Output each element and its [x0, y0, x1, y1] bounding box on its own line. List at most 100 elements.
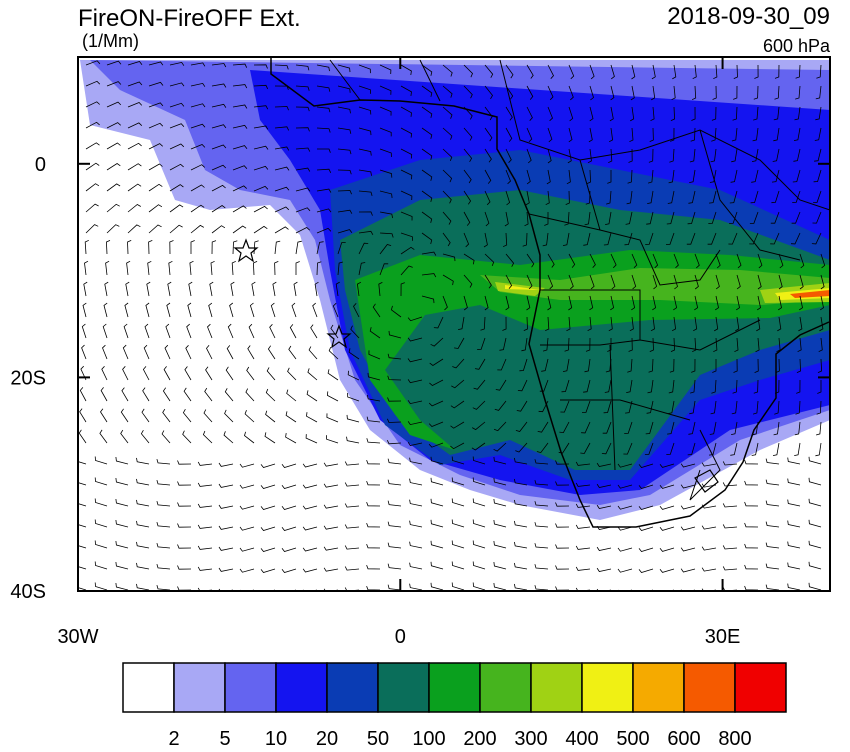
wind-barb [421, 85, 433, 97]
wind-barb [428, 400, 444, 407]
wind-barb [169, 240, 174, 255]
wind-barb [774, 400, 780, 415]
wind-barb [115, 477, 129, 486]
wind-barb [78, 545, 87, 549]
wind-barb [537, 421, 549, 433]
wind-barb [156, 542, 171, 549]
wind-barb [526, 295, 531, 311]
wind-barb [260, 463, 276, 468]
wind-barb [148, 240, 153, 255]
wind-barb [665, 232, 675, 245]
wind-barb [229, 302, 234, 318]
wind-barb [778, 253, 784, 269]
wind-barb [306, 412, 318, 423]
wind-barb [587, 316, 592, 332]
wind-barb [247, 345, 255, 360]
wind-barb [85, 203, 99, 213]
wind-barb [484, 85, 493, 100]
wind-barb [430, 582, 444, 591]
wind-barb [711, 106, 717, 121]
wind-barb [575, 482, 591, 487]
wind-barb [505, 127, 513, 142]
wind-barb [791, 211, 801, 224]
wind-barb [210, 260, 215, 276]
wind-barb [274, 206, 290, 213]
wind-barb [668, 169, 675, 184]
colorbar: 2 5 10 20 50 100 200 300 400 500 600 800 [122, 662, 787, 750]
wind-barb [169, 61, 185, 66]
wind-barb [187, 302, 192, 318]
wind-barb [514, 541, 528, 549]
wind-barb [694, 253, 700, 269]
wind-barb [387, 584, 402, 591]
wind-barb [811, 232, 822, 245]
wind-barb [659, 505, 675, 510]
wind-barb [808, 561, 822, 570]
wind-barb [631, 253, 638, 269]
wind-barb [372, 303, 381, 318]
wind-barb [124, 302, 129, 318]
wind-barb [379, 232, 394, 238]
wind-barb [140, 430, 150, 444]
wind-barb [690, 379, 696, 394]
wind-barb [567, 148, 572, 164]
wind-barb [652, 295, 657, 311]
wind-barb [602, 421, 612, 434]
wind-barb [253, 225, 268, 234]
wind-barb [689, 169, 696, 183]
wind-barb [337, 106, 351, 114]
wind-barb [94, 456, 108, 465]
chart-title: FireON-FireOFF Ext. [78, 5, 301, 32]
wind-barb [197, 503, 213, 508]
wind-barb [814, 127, 822, 141]
wind-barb [686, 232, 696, 245]
wind-barb [795, 400, 801, 415]
colorbar-label: 100 [412, 728, 445, 747]
wind-barb [561, 379, 570, 393]
wind-barb [765, 458, 780, 465]
wind-barb [400, 282, 405, 297]
wind-barb [484, 148, 492, 163]
wind-barb [189, 260, 194, 276]
wind-barb [421, 127, 433, 139]
wind-barb [94, 519, 108, 528]
wind-barb [771, 169, 780, 183]
wind-barb [211, 63, 227, 68]
wind-barb [218, 483, 234, 488]
wind-barb [169, 224, 183, 234]
wind-barb [565, 190, 570, 205]
wind-barb [794, 442, 801, 456]
wind-barb [136, 541, 150, 549]
wind-barb [774, 85, 780, 100]
wind-barb [85, 60, 101, 66]
wind-barb [274, 261, 279, 276]
wind-barb [127, 240, 132, 255]
wind-barb [369, 327, 381, 339]
wind-barb [251, 281, 256, 297]
wind-barb [106, 81, 122, 87]
wind-barb [463, 169, 472, 184]
wind-barb [430, 519, 444, 528]
wind-barb [744, 501, 759, 507]
wind-barb [575, 503, 591, 508]
wind-barb [281, 547, 297, 552]
wind-barb [156, 458, 171, 465]
wind-barb [568, 64, 575, 80]
country-borders [329, 59, 830, 501]
wind-barb [733, 64, 738, 79]
wind-barb [400, 106, 412, 117]
colorbar-box [173, 662, 226, 713]
wind-barb [141, 408, 150, 423]
wind-barb [815, 85, 822, 100]
wind-barb [671, 85, 676, 101]
wind-barb [596, 567, 612, 572]
wind-barb [121, 387, 129, 402]
wind-barb [379, 148, 392, 158]
wind-barb [327, 369, 339, 381]
wind-barb [749, 211, 759, 224]
wind-barb [136, 478, 150, 486]
wind-barb [442, 106, 453, 119]
wind-barb [127, 61, 143, 66]
wind-barb [687, 211, 696, 225]
wind-barb [787, 499, 801, 507]
